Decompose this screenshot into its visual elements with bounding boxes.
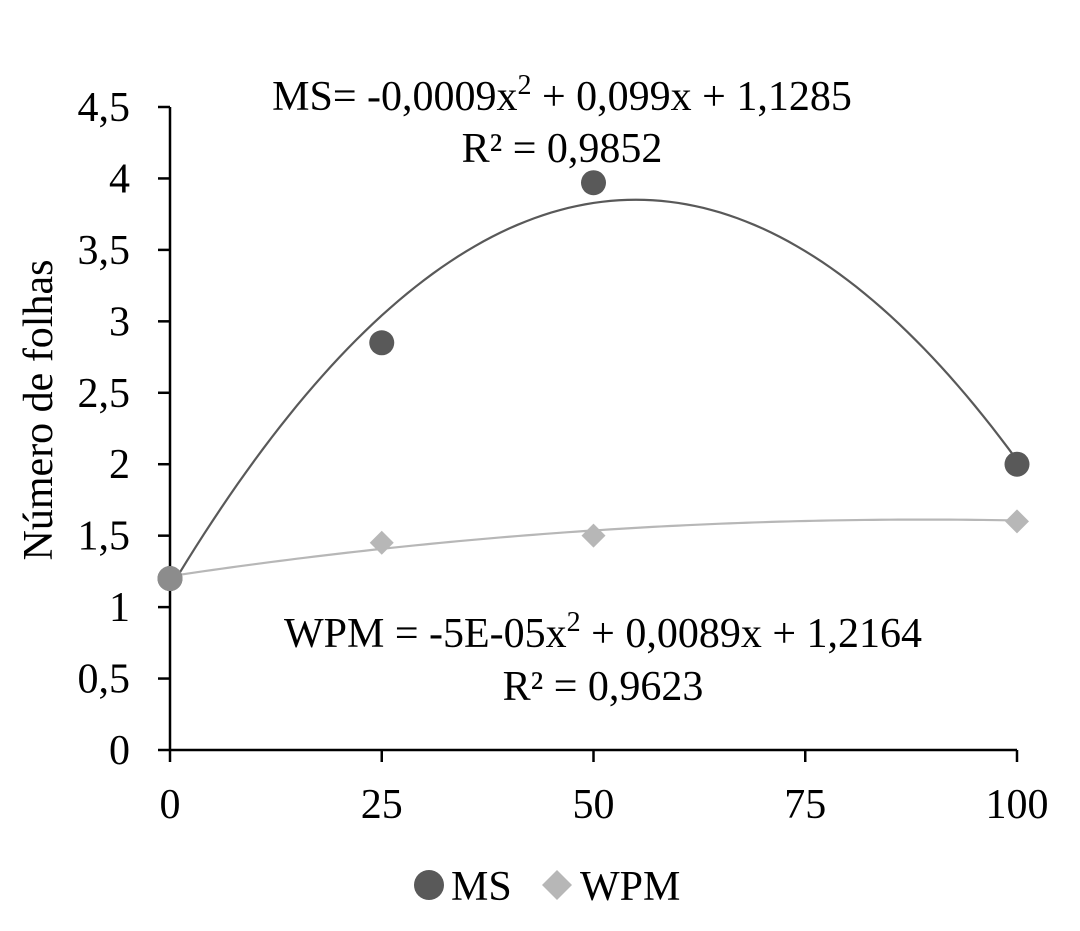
x-tick-label: 75 [784, 782, 826, 828]
ms-equation-main: MS= -0,0009x [272, 74, 517, 120]
legend-wpm-marker [542, 870, 572, 900]
y-tick-label: 4 [109, 156, 130, 202]
wpm-equation: WPM = -5E-05x2 + 0,0089x + 1,2164 [284, 607, 922, 657]
x-tick-label: 100 [986, 782, 1049, 828]
legend-ms-marker [414, 870, 444, 900]
wpm-point [1005, 509, 1029, 534]
y-tick-label: 3 [109, 299, 130, 345]
wpm-point [581, 523, 606, 548]
ms-equation: MS= -0,0009x2 + 0,099x + 1,1285 [272, 70, 852, 120]
ms-equation-exponent: 2 [518, 70, 532, 101]
y-tick-label: 1 [109, 585, 130, 631]
wpm-r-squared: R² = 0,9623 [503, 664, 704, 710]
wpm-equation-main: WPM = -5E-05x [284, 611, 567, 657]
y-tick-label: 2,5 [78, 371, 131, 417]
legend-ms-label: MS [451, 864, 512, 910]
y-tick-label: 4,5 [78, 85, 131, 131]
x-tick-label: 0 [160, 782, 181, 828]
points-layer [157, 170, 1030, 592]
x-tick-label: 50 [573, 782, 615, 828]
y-tick-label: 0,5 [78, 657, 131, 703]
wpm-equation-rest: + 0,0089x + 1,2164 [581, 611, 922, 657]
wpm-equation-exponent: 2 [567, 607, 581, 638]
ms-point [1004, 451, 1030, 477]
legend: MS WPM [414, 864, 680, 910]
x-tick-label: 25 [361, 782, 403, 828]
ms-point [581, 170, 606, 196]
wpm-point [369, 530, 394, 555]
y-tick-label: 3,5 [78, 228, 131, 274]
y-tick-label: 1,5 [78, 514, 131, 560]
y-axis-title: Número de folhas [16, 260, 62, 561]
ms-r-squared: R² = 0,9852 [462, 126, 663, 172]
ms-point [369, 330, 395, 356]
ms-equation-rest: + 0,099x + 1,1285 [532, 74, 852, 120]
y-ticks: 0 0,5 1 1,5 2 2,5 3 3,5 4 4,5 [78, 85, 170, 774]
legend-wpm-label: WPM [580, 864, 680, 910]
y-tick-label: 0 [109, 728, 130, 774]
x-ticks: 0 25 50 75 100 [160, 750, 1049, 828]
ms-trendline [169, 198, 1018, 590]
origin-overlap-point [157, 566, 183, 592]
y-tick-label: 2 [109, 442, 130, 488]
